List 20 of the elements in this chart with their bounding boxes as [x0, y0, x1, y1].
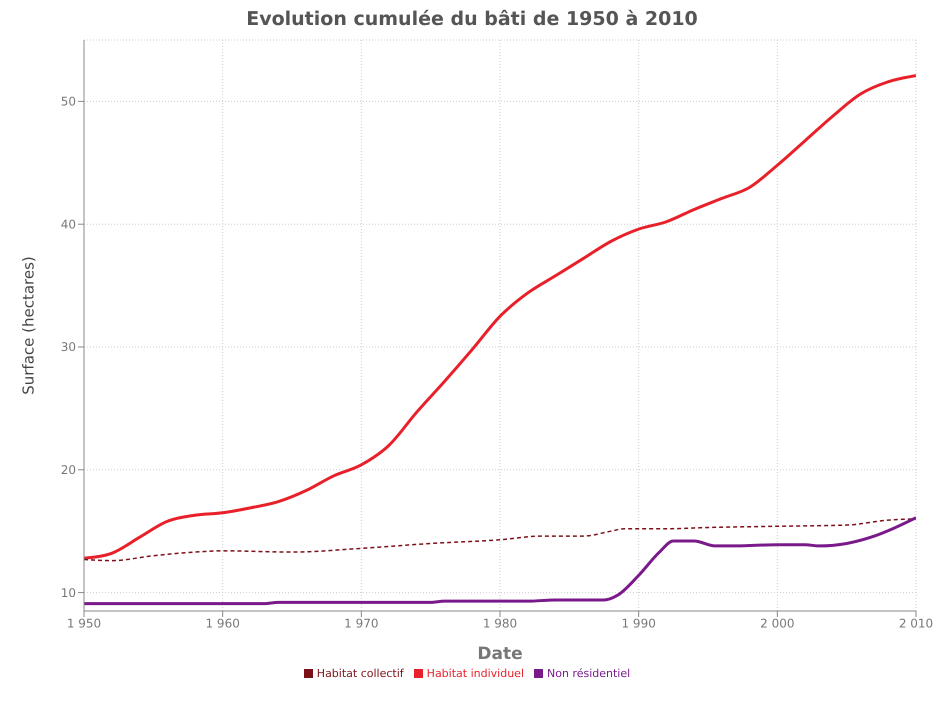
legend-label: Non résidentiel — [547, 667, 630, 680]
x-tick-label: 1 990 — [621, 616, 656, 631]
line-series — [84, 516, 916, 606]
x-axis-title: Date — [477, 644, 523, 664]
x-tick-label: 2 000 — [760, 616, 795, 631]
line-series — [84, 74, 916, 560]
x-tick-label: 2 010 — [898, 616, 934, 631]
y-tick-label: 30 — [60, 340, 76, 354]
chart-title: Evolution cumulée du bâti de 1950 à 2010 — [245, 8, 699, 30]
y-axis-title: Surface (hectares) — [19, 256, 38, 395]
legend-label: Habitat collectif — [316, 667, 404, 680]
x-tick-label: 1 950 — [66, 616, 102, 631]
legend-label: Habitat individuel — [426, 667, 524, 680]
y-tick-label: 40 — [60, 217, 76, 232]
y-tick-label: 10 — [60, 586, 76, 600]
x-tick-label: 1 980 — [482, 616, 518, 631]
x-tick-label: 1 970 — [344, 616, 379, 631]
y-tick-label: 50 — [60, 94, 76, 109]
y-tick-label: 20 — [60, 463, 76, 478]
x-tick-label: 1 960 — [205, 616, 240, 631]
